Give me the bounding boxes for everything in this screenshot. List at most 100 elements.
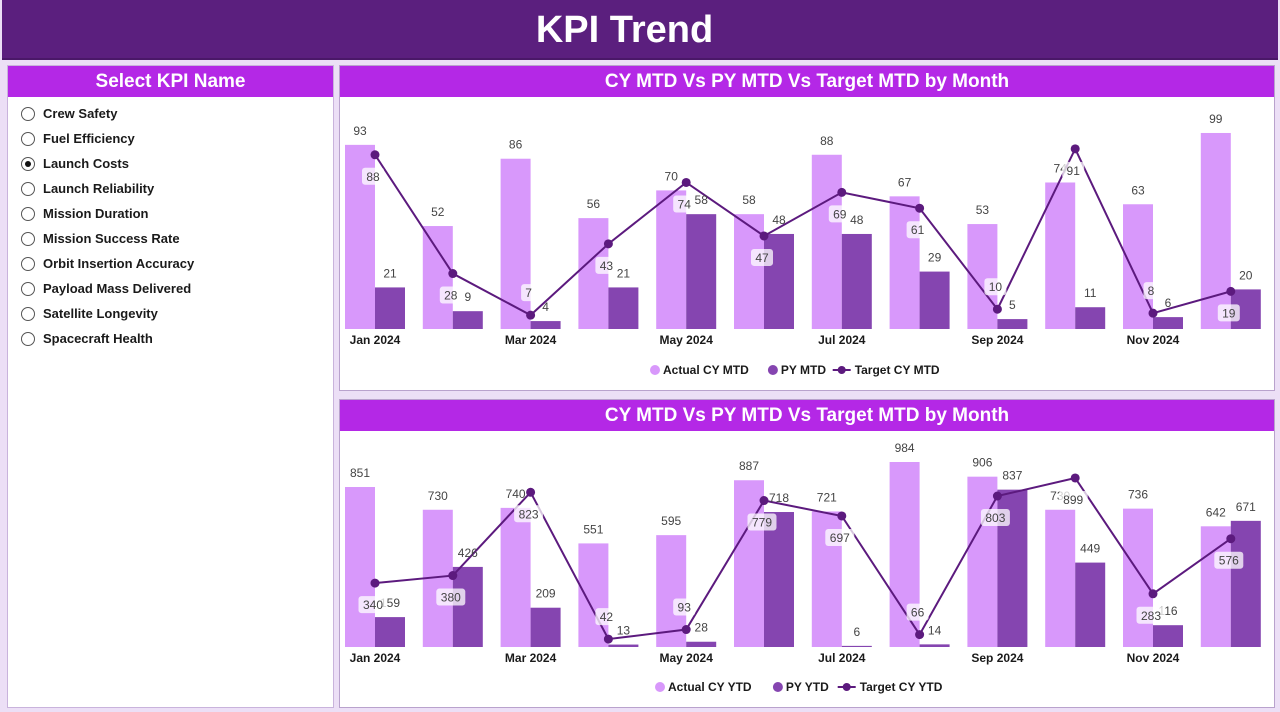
target-point (1148, 589, 1158, 599)
bar-py (608, 287, 639, 329)
data-label-target-bg (984, 278, 1007, 296)
data-label-target-bg (362, 167, 384, 185)
target-point (759, 496, 769, 506)
radio-button[interactable] (21, 281, 35, 296)
target-point (1070, 144, 1080, 154)
data-label-py: 837 (1002, 469, 1022, 483)
bar-actual (734, 480, 764, 647)
legend-label: PY MTD (781, 363, 826, 377)
data-label-target-bg (439, 286, 462, 304)
slicer-item[interactable]: Fuel Efficiency (8, 126, 333, 151)
x-tick-label: Nov 2024 (1127, 651, 1180, 665)
bar-actual (656, 535, 687, 647)
data-label-py: 209 (536, 587, 556, 601)
data-label-actual: 736 (1128, 488, 1148, 502)
radio-button[interactable] (21, 256, 35, 271)
legend-marker (772, 682, 783, 692)
data-label-py: 58 (695, 193, 709, 207)
data-label-py: 6 (853, 625, 860, 639)
data-label-target-bg (825, 528, 855, 546)
target-line (374, 146, 1232, 317)
data-label-target-bg (595, 608, 618, 626)
x-tick-label: Mar 2024 (505, 333, 557, 347)
radio-button[interactable] (21, 306, 35, 321)
target-point (526, 487, 536, 497)
legend-marker (837, 366, 846, 374)
slicer-item-label: Fuel Efficiency (43, 131, 135, 146)
data-label-py: 21 (617, 266, 631, 280)
target-point (370, 150, 380, 160)
data-label-actual: 740 (506, 487, 526, 501)
bar-py (375, 617, 405, 647)
data-label-actual: 56 (587, 197, 601, 211)
data-label-target: 7 (525, 286, 532, 300)
data-label-target: 10 (989, 280, 1003, 294)
slicer-item[interactable]: Orbit Insertion Accuracy (8, 251, 333, 276)
x-tick-label: May 2024 (660, 651, 714, 665)
data-label-target-bg (514, 505, 544, 523)
target-point (526, 310, 536, 320)
radio-button[interactable] (21, 231, 35, 246)
target-point (992, 304, 1002, 314)
x-tick-label: Jul 2024 (818, 333, 866, 347)
data-label-py: 29 (928, 251, 942, 265)
data-label-actual: 63 (1131, 183, 1145, 197)
data-label-target-bg (906, 221, 929, 239)
legend-label: PY YTD (786, 680, 829, 694)
radio-button[interactable] (21, 331, 35, 346)
legend-label: Actual CY MTD (663, 363, 749, 377)
ytd-chart-title: CY MTD Vs PY MTD Vs Target MTD by Month (340, 400, 1274, 431)
slicer-item[interactable]: Mission Duration (8, 201, 333, 226)
slicer-item[interactable]: Launch Costs (8, 151, 333, 176)
target-point (603, 634, 613, 644)
page-title: KPI Trend (535, 9, 714, 51)
data-label-target: 88 (366, 170, 380, 184)
data-label-target: 380 (441, 591, 461, 605)
data-label-actual: 906 (972, 456, 992, 470)
bar-py (1153, 625, 1183, 647)
slicer-item[interactable]: Crew Safety (8, 101, 333, 126)
target-point (603, 239, 613, 249)
data-label-target-bg (673, 195, 696, 213)
data-label-actual: 67 (898, 175, 912, 189)
x-tick-label: May 2024 (660, 333, 714, 347)
data-label-actual: 551 (583, 522, 603, 536)
data-label-target-bg (1136, 606, 1166, 624)
data-label-py: 671 (1236, 500, 1256, 514)
data-label-target: 19 (1222, 306, 1236, 320)
radio-button[interactable] (21, 106, 35, 121)
target-point (448, 269, 458, 279)
slicer-item-label: Satellite Longevity (43, 306, 158, 321)
radio-button[interactable] (21, 206, 35, 221)
target-point (1226, 534, 1236, 544)
slicer-title: Select KPI Name (8, 66, 333, 97)
slicer-item[interactable]: Launch Reliability (8, 176, 333, 201)
bar-actual (1123, 204, 1153, 329)
radio-button[interactable] (21, 156, 35, 171)
data-label-target: 47 (755, 251, 769, 265)
slicer-item[interactable]: Spacecraft Health (8, 326, 333, 351)
ytd-chart-panel: CY MTD Vs PY MTD Vs Target MTD by Month … (339, 399, 1275, 708)
data-label-actual: 984 (895, 441, 915, 455)
bar-py (452, 566, 483, 647)
slicer-item-label: Launch Reliability (43, 181, 155, 196)
slicer-item[interactable]: Payload Mass Delivered (8, 276, 333, 301)
slicer-item[interactable]: Mission Success Rate (8, 226, 333, 251)
data-label-target-bg (828, 205, 851, 223)
target-point (1070, 473, 1080, 483)
bar-actual (500, 507, 531, 647)
x-tick-label: Jan 2024 (350, 651, 401, 665)
bar-py (1075, 307, 1106, 329)
target-point (837, 187, 847, 197)
data-label-actual: 52 (431, 205, 445, 219)
data-label-target-bg (673, 598, 696, 616)
bar-py (919, 644, 950, 647)
radio-button[interactable] (21, 181, 35, 196)
data-label-py: 449 (1080, 542, 1100, 556)
data-label-actual: 70 (665, 169, 679, 183)
radio-button[interactable] (21, 131, 35, 146)
target-point (915, 203, 925, 213)
data-label-target: 69 (833, 207, 847, 221)
slicer-item[interactable]: Satellite Longevity (8, 301, 333, 326)
